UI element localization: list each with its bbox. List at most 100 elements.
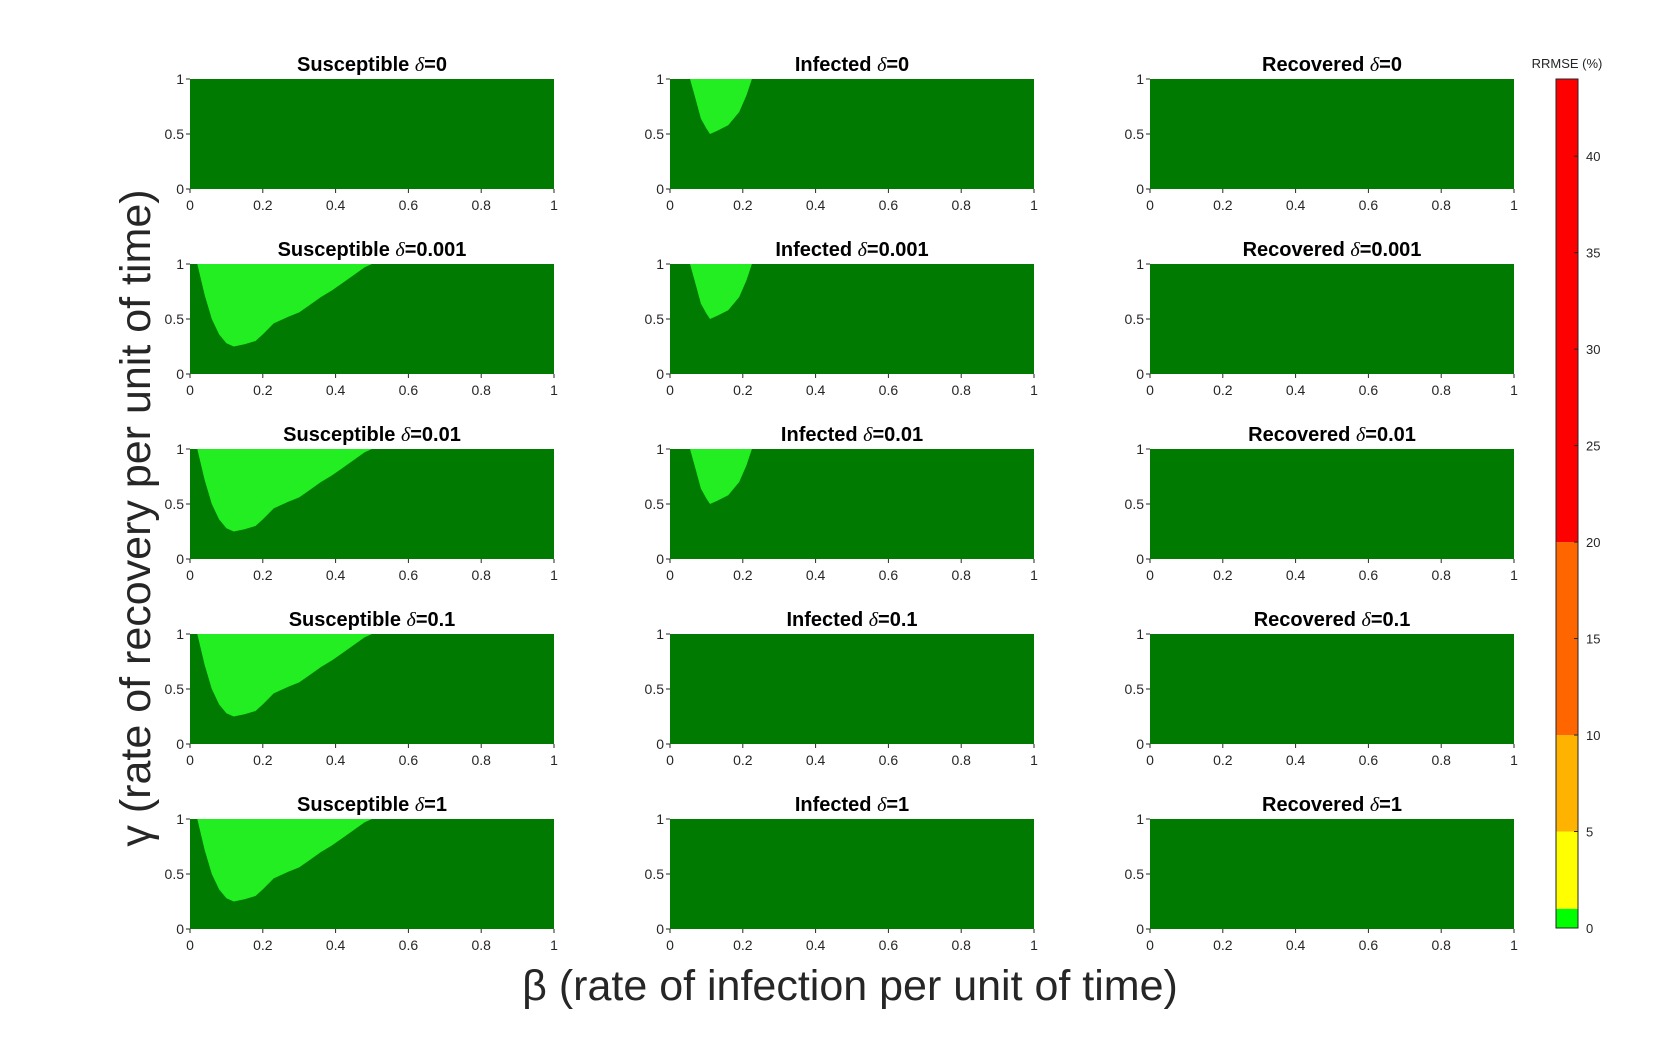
x-tick-label: 1	[1030, 567, 1038, 583]
y-tick-label: 0.5	[165, 866, 185, 882]
panel-title: Susceptible δ=1	[297, 794, 447, 816]
x-tick-label: 0.2	[1213, 382, 1233, 398]
panel: Susceptible δ=0.001 0 0.2 0.4 0.6 0.8 1 0 0.5 1	[165, 239, 559, 398]
y-tick-label: 0.5	[165, 496, 185, 512]
y-tick-label: 1	[176, 71, 184, 87]
panel-title-compartment: Infected	[775, 239, 857, 261]
y-tick-label: 0	[176, 736, 184, 752]
panel-title-compartment: Recovered	[1248, 424, 1356, 446]
x-tick-label: 0	[186, 752, 194, 768]
panel: Recovered δ=1 0 0.2 0.4 0.6 0.8 1 0 0.5 1	[1125, 794, 1519, 953]
x-tick-label: 0	[186, 567, 194, 583]
panel-title-compartment: Recovered	[1262, 54, 1370, 76]
x-tick-label: 1	[1510, 567, 1518, 583]
y-tick-label: 0.5	[1125, 311, 1145, 327]
x-tick-label: 0.6	[399, 567, 419, 583]
y-tick-label: 0.5	[645, 496, 665, 512]
y-tick-label: 1	[656, 626, 664, 642]
x-tick-label: 0.6	[879, 937, 899, 953]
panel: Infected δ=0.01 0 0.2 0.4 0.6 0.8 1 0 0.5 1	[645, 424, 1039, 583]
panel-title-delta-value: =0.1	[878, 609, 917, 631]
x-tick-label: 1	[1510, 937, 1518, 953]
x-tick-label: 1	[550, 752, 558, 768]
panel-title: Recovered δ=0.001	[1243, 239, 1422, 261]
x-tick-label: 1	[1030, 937, 1038, 953]
x-tick-label: 0.6	[1359, 197, 1379, 213]
colorbar-tick-label: 30	[1586, 342, 1600, 357]
panel-title-delta-symbol: δ	[1362, 609, 1372, 631]
x-tick-label: 0.6	[879, 382, 899, 398]
y-tick-label: 0.5	[645, 311, 665, 327]
x-tick-label: 0.4	[806, 197, 826, 213]
x-tick-label: 0.4	[326, 382, 346, 398]
x-tick-label: 0	[1146, 197, 1154, 213]
colorbar-bin	[1556, 831, 1578, 909]
x-tick-label: 0.8	[471, 382, 491, 398]
panel-title-compartment: Infected	[786, 609, 868, 631]
panel-title: Infected δ=0	[795, 54, 909, 76]
x-tick-label: 0	[1146, 567, 1154, 583]
x-tick-label: 0.6	[879, 197, 899, 213]
x-tick-label: 0	[1146, 752, 1154, 768]
panel-title-delta-value: =0.1	[416, 609, 455, 631]
panel-title-compartment: Recovered	[1254, 609, 1362, 631]
colorbar-tick-label: 10	[1586, 728, 1600, 743]
panel-title-compartment: Infected	[795, 54, 877, 76]
panel: Susceptible δ=0 0 0.2 0.4 0.6 0.8 1 0 0.5 1	[165, 54, 559, 213]
panel-title: Susceptible δ=0.01	[283, 424, 461, 446]
y-tick-label: 1	[1136, 256, 1144, 272]
panel-title-delta-value: =0.01	[1365, 424, 1416, 446]
x-tick-label: 0.6	[399, 382, 419, 398]
colorbar-tick-label: 25	[1586, 439, 1600, 454]
x-tick-label: 1	[550, 937, 558, 953]
x-tick-label: 0.2	[1213, 567, 1233, 583]
panel-title: Susceptible δ=0.1	[289, 609, 456, 631]
colorbar-bin	[1556, 542, 1578, 736]
y-tick-label: 0	[1136, 921, 1144, 937]
panel-title-delta-value: =0.1	[1371, 609, 1410, 631]
x-tick-label: 0.2	[733, 752, 753, 768]
x-tick-label: 0.8	[1431, 937, 1451, 953]
panel-title-compartment: Recovered	[1262, 794, 1370, 816]
panel-title-delta-symbol: δ	[407, 609, 417, 631]
x-tick-label: 1	[1030, 752, 1038, 768]
panel-title-compartment: Susceptible	[289, 609, 407, 631]
y-tick-label: 0	[1136, 181, 1144, 197]
panel-title-delta-symbol: δ	[415, 54, 425, 76]
x-tick-label: 1	[1510, 382, 1518, 398]
panel-title-delta-value: =0	[424, 54, 447, 76]
panel: Infected δ=0.001 0 0.2 0.4 0.6 0.8 1 0 0.5 1	[645, 239, 1039, 398]
panel-title: Infected δ=0.001	[775, 239, 928, 261]
x-tick-label: 0.2	[733, 567, 753, 583]
x-tick-label: 0.2	[253, 937, 273, 953]
x-tick-label: 0.8	[1431, 382, 1451, 398]
y-tick-label: 1	[1136, 811, 1144, 827]
y-tick-label: 0.5	[165, 311, 185, 327]
low-error-region	[197, 819, 372, 902]
low-error-region	[690, 79, 752, 134]
low-error-region	[690, 449, 752, 504]
x-tick-label: 0.2	[1213, 937, 1233, 953]
x-tick-label: 0.8	[471, 752, 491, 768]
y-tick-label: 0.5	[645, 126, 665, 142]
colorbar: 0 5 10 15 20 25 30 35 40	[1555, 78, 1600, 936]
y-tick-label: 0	[656, 551, 664, 567]
y-tick-label: 0	[656, 921, 664, 937]
low-error-region	[197, 449, 372, 532]
panel-title: Susceptible δ=0	[297, 54, 447, 76]
x-tick-label: 0.2	[1213, 197, 1233, 213]
colorbar-bin	[1556, 735, 1578, 832]
y-tick-label: 1	[656, 811, 664, 827]
panel-title-delta-value: =1	[424, 794, 447, 816]
x-tick-label: 1	[1510, 197, 1518, 213]
panel-title-delta-value: =0.001	[867, 239, 929, 261]
y-tick-label: 0.5	[165, 681, 185, 697]
panel: Recovered δ=0.001 0 0.2 0.4 0.6 0.8 1 0 0.5 1	[1125, 239, 1519, 398]
x-tick-label: 0.8	[951, 752, 971, 768]
panel-title: Susceptible δ=0.001	[278, 239, 467, 261]
x-tick-label: 0.8	[1431, 197, 1451, 213]
panel-title: Recovered δ=0.1	[1254, 609, 1411, 631]
panel: Infected δ=0 0 0.2 0.4 0.6 0.8 1 0 0.5 1	[645, 54, 1039, 213]
heatmap-background	[1150, 264, 1514, 374]
panel: Recovered δ=0.01 0 0.2 0.4 0.6 0.8 1 0 0.5 1	[1125, 424, 1519, 583]
